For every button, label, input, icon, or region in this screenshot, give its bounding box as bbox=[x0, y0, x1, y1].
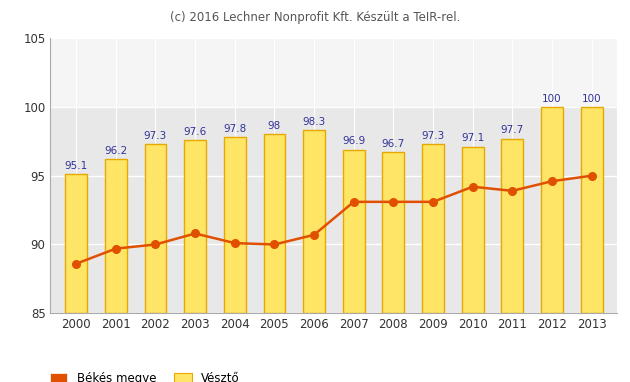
Legend: Békés megye, Vésztő: Békés megye, Vésztő bbox=[45, 367, 244, 382]
Bar bbox=[382, 152, 404, 313]
Bar bbox=[66, 174, 87, 313]
Bar bbox=[501, 139, 524, 313]
Bar bbox=[184, 140, 206, 313]
Text: 98.3: 98.3 bbox=[302, 117, 326, 127]
Text: 97.1: 97.1 bbox=[461, 133, 484, 143]
Bar bbox=[541, 107, 563, 313]
Text: 96.2: 96.2 bbox=[104, 146, 127, 156]
Bar bbox=[462, 147, 484, 313]
Bar bbox=[343, 150, 365, 313]
Text: (c) 2016 Lechner Nonprofit Kft. Készült a TeIR-rel.: (c) 2016 Lechner Nonprofit Kft. Készült … bbox=[170, 11, 460, 24]
Text: 100: 100 bbox=[542, 94, 562, 104]
Text: 98: 98 bbox=[268, 121, 281, 131]
Bar bbox=[105, 159, 127, 313]
Bar bbox=[50, 38, 617, 107]
Text: 97.3: 97.3 bbox=[421, 131, 445, 141]
Bar bbox=[581, 107, 602, 313]
Bar bbox=[422, 144, 444, 313]
Text: 95.1: 95.1 bbox=[64, 161, 88, 171]
Bar bbox=[263, 134, 285, 313]
Text: 97.6: 97.6 bbox=[183, 126, 207, 136]
Text: 96.7: 96.7 bbox=[382, 139, 405, 149]
Text: 96.9: 96.9 bbox=[342, 136, 365, 146]
Text: 97.3: 97.3 bbox=[144, 131, 167, 141]
Bar bbox=[224, 137, 246, 313]
Text: 100: 100 bbox=[582, 94, 602, 104]
Bar bbox=[303, 130, 325, 313]
Bar bbox=[144, 144, 166, 313]
Text: 97.7: 97.7 bbox=[501, 125, 524, 135]
Text: 97.8: 97.8 bbox=[223, 124, 246, 134]
